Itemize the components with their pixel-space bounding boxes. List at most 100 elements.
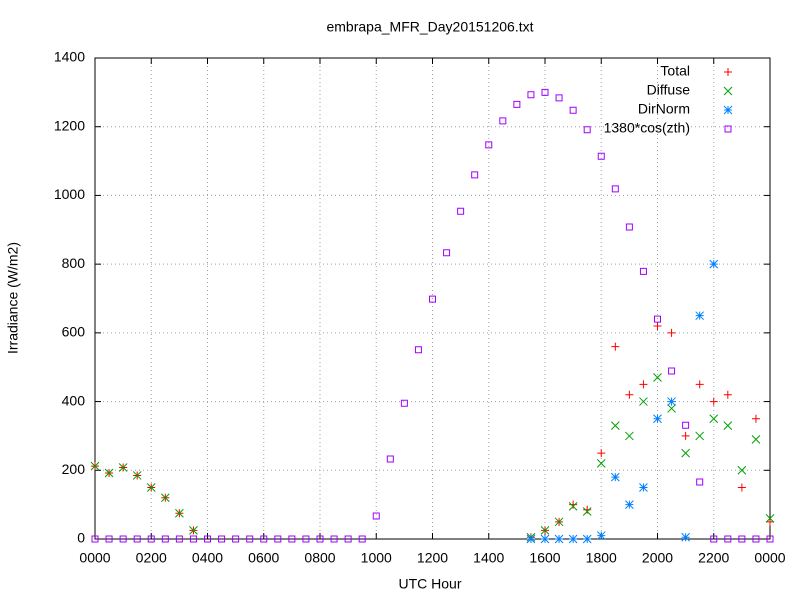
y-tick-label: 0 xyxy=(77,530,85,546)
point xyxy=(583,126,591,134)
point xyxy=(527,91,535,99)
point xyxy=(695,431,705,441)
point xyxy=(526,534,536,544)
point xyxy=(569,500,578,509)
point xyxy=(386,455,394,463)
point xyxy=(723,390,732,399)
point xyxy=(260,535,268,543)
point xyxy=(723,421,733,430)
point xyxy=(737,483,746,492)
point xyxy=(738,535,746,543)
legend-label: 1380*cos(zth) xyxy=(604,120,690,136)
legend-marker xyxy=(724,68,732,76)
point xyxy=(104,468,114,478)
x-tick-label: 0000 xyxy=(754,550,785,566)
point xyxy=(302,535,310,543)
y-tick-label: 1000 xyxy=(54,186,85,202)
point xyxy=(288,535,296,543)
point xyxy=(597,449,606,458)
point xyxy=(709,414,719,424)
point xyxy=(639,397,648,406)
point xyxy=(695,311,705,321)
point xyxy=(653,414,662,424)
point xyxy=(681,532,690,542)
point xyxy=(766,517,774,526)
series xyxy=(526,259,719,544)
y-tick-label: 400 xyxy=(62,392,86,408)
point xyxy=(668,367,676,375)
point xyxy=(639,267,647,275)
point xyxy=(709,259,719,269)
series xyxy=(91,88,774,543)
point xyxy=(414,346,422,354)
point xyxy=(639,380,648,389)
point xyxy=(540,534,550,544)
x-tick-label: 0400 xyxy=(192,550,223,566)
x-axis-label: UTC Hour xyxy=(398,576,461,592)
point xyxy=(583,505,592,514)
point xyxy=(654,315,661,323)
point xyxy=(132,471,142,480)
point xyxy=(625,431,634,441)
y-tick-label: 600 xyxy=(62,324,86,340)
point xyxy=(330,535,338,543)
point xyxy=(695,380,704,389)
point xyxy=(681,431,690,440)
point xyxy=(218,535,226,543)
point xyxy=(597,152,605,160)
point xyxy=(358,535,366,543)
point xyxy=(765,514,775,523)
x-tick-label: 0600 xyxy=(248,550,279,566)
x-tick-label: 0200 xyxy=(136,550,167,566)
point xyxy=(710,535,718,543)
x-tick-label: 2000 xyxy=(642,550,673,566)
point xyxy=(246,535,254,543)
point xyxy=(610,472,620,482)
point xyxy=(582,507,592,516)
point xyxy=(91,535,99,543)
point xyxy=(611,185,619,193)
point xyxy=(372,512,380,520)
point xyxy=(471,171,479,179)
point xyxy=(232,535,240,543)
y-axis-label: Irradiance (W/m2) xyxy=(5,242,21,354)
point xyxy=(724,535,732,543)
chart-title: embrapa_MFR_Day20151206.txt xyxy=(326,19,533,35)
point xyxy=(457,207,465,215)
point xyxy=(119,535,127,543)
point xyxy=(204,535,211,543)
x-tick-label: 0000 xyxy=(79,550,110,566)
point xyxy=(90,461,100,471)
legend-marker xyxy=(723,105,733,115)
point xyxy=(105,535,113,543)
point xyxy=(554,517,564,527)
point xyxy=(568,502,578,511)
legend-label: Total xyxy=(660,63,690,79)
x-tick-label: 1000 xyxy=(361,550,392,566)
point xyxy=(766,535,774,543)
point xyxy=(681,448,690,458)
point xyxy=(625,223,633,231)
point xyxy=(189,535,197,543)
point xyxy=(316,535,324,543)
x-tick-label: 1600 xyxy=(529,550,560,566)
point xyxy=(133,535,141,543)
point xyxy=(667,404,676,413)
point xyxy=(541,88,549,96)
legend-label: Diffuse xyxy=(647,82,691,98)
point xyxy=(737,465,747,475)
point xyxy=(582,534,592,544)
point xyxy=(596,459,606,468)
point xyxy=(568,534,578,544)
point xyxy=(499,117,507,125)
point xyxy=(709,397,718,406)
point xyxy=(443,249,451,257)
point xyxy=(752,535,760,543)
point xyxy=(540,526,550,535)
point xyxy=(667,328,676,337)
point xyxy=(667,397,676,406)
point xyxy=(513,100,521,108)
point xyxy=(611,342,620,351)
point xyxy=(625,500,634,509)
